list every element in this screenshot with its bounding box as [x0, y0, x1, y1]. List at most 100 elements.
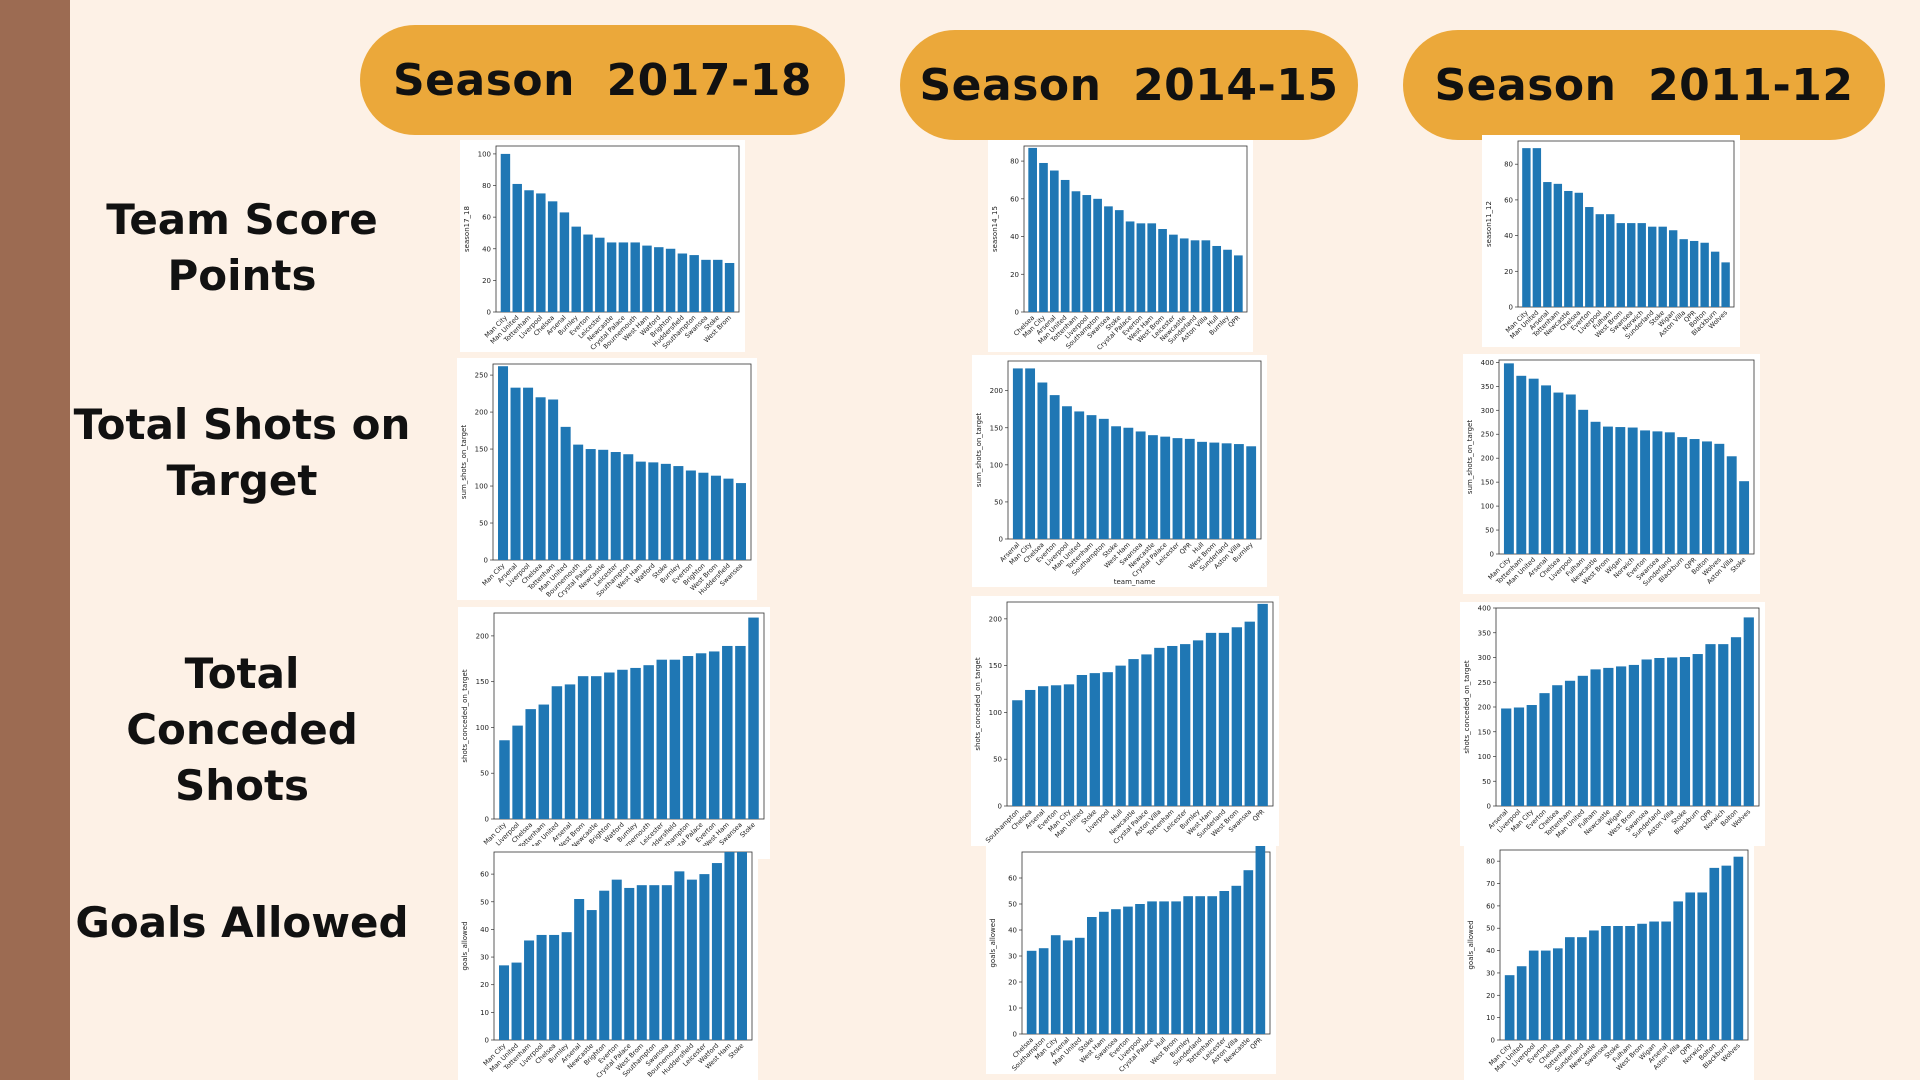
bar — [1602, 426, 1613, 554]
bar — [661, 885, 672, 1040]
bar — [1637, 923, 1647, 1040]
row-label-goals-allowed: Goals Allowed — [72, 895, 412, 951]
y-tick-label: 40 — [1008, 927, 1017, 935]
bar — [1243, 870, 1254, 1034]
bar — [511, 962, 522, 1040]
bar — [1522, 148, 1531, 307]
bar — [1012, 368, 1023, 539]
y-tick-label: 40 — [1486, 947, 1495, 955]
bar — [1114, 210, 1124, 312]
bar — [1718, 644, 1729, 806]
bar — [586, 910, 597, 1040]
bar — [1606, 214, 1615, 307]
bar — [1590, 421, 1601, 554]
bar — [1218, 632, 1230, 806]
y-tick-label: 0 — [485, 1037, 489, 1045]
bar — [1516, 966, 1527, 1040]
y-tick-label: 0 — [484, 557, 488, 565]
bar — [1730, 637, 1742, 806]
bar — [1147, 223, 1157, 312]
bar — [1714, 443, 1725, 554]
bar — [538, 704, 550, 819]
bar — [1071, 191, 1081, 312]
y-tick-label: 0 — [998, 803, 1002, 811]
y-tick-label: 100 — [990, 461, 1003, 469]
plot-frame — [492, 363, 752, 561]
chart-goals-allowed-2011-12: 0 10 20 30 40 50 60 70 80 goals_allowed Man City Ma… — [1464, 844, 1754, 1080]
bar — [1652, 431, 1663, 554]
bar — [1082, 195, 1092, 312]
y-tick-label: 50 — [480, 770, 489, 778]
bar — [1565, 937, 1575, 1040]
bar — [536, 934, 547, 1040]
y-tick-label: 60 — [1486, 902, 1495, 910]
bar — [1689, 439, 1700, 554]
y-axis-label: sum_shots_on_target — [460, 425, 468, 499]
bar — [1627, 223, 1636, 307]
y-tick-label: 100 — [475, 483, 488, 491]
bar — [500, 153, 511, 312]
bar — [1087, 917, 1097, 1034]
bar — [499, 965, 510, 1040]
bar — [1231, 627, 1243, 806]
bar — [1089, 673, 1100, 806]
bar — [1219, 891, 1230, 1034]
bar — [710, 475, 721, 560]
bar — [1553, 183, 1563, 307]
bar — [1501, 708, 1512, 806]
bar — [1171, 901, 1181, 1034]
y-tick-label: 0 — [999, 536, 1003, 544]
y-tick-label: 0 — [1015, 309, 1019, 317]
bar — [1673, 901, 1683, 1040]
y-axis-label: goals_allowed — [989, 918, 997, 967]
bar — [624, 887, 635, 1040]
row-label-goals-line1: Goals Allowed — [75, 898, 409, 947]
chart-shots-on-target-2014-15: 0 50 100 150 200 sum_shots_on_target Arsenal Ma… — [972, 355, 1267, 587]
y-tick-label: 10 — [480, 1009, 489, 1017]
row-label-shots-line2: Target — [166, 456, 318, 505]
bar — [1615, 427, 1626, 554]
bar — [1700, 242, 1709, 307]
bar — [1733, 856, 1744, 1040]
y-tick-label: 100 — [1481, 503, 1494, 511]
bar — [1692, 654, 1703, 806]
bar — [583, 234, 593, 312]
y-tick-label: 20 — [482, 277, 491, 285]
bar — [1123, 906, 1133, 1034]
bar — [1255, 846, 1266, 1034]
y-tick-label: 60 — [1010, 195, 1019, 203]
chart-svg: 0 50 100 150 200 250 300 350 400 shots_conceded_o… — [1463, 605, 1760, 840]
row-label-conceded-line2: Shots — [174, 761, 310, 810]
y-axis-label: shots_conceded_on_target — [461, 669, 469, 762]
bar — [1654, 657, 1665, 806]
y-tick-label: 40 — [1010, 233, 1019, 241]
y-axis-label: season17_18 — [463, 206, 471, 252]
y-axis-label: shots_conceded_on_target — [974, 657, 982, 750]
bar — [1028, 147, 1037, 312]
bar — [701, 259, 711, 312]
y-tick-label: 30 — [480, 954, 489, 962]
chart-points-2014-15: 0 20 40 60 80 season14_15 Chelsea Man City Arsen… — [988, 140, 1253, 352]
bar — [536, 193, 546, 312]
bar — [499, 740, 510, 819]
bar — [1025, 368, 1036, 539]
y-tick-label: 0 — [1491, 1037, 1495, 1045]
y-tick-label: 20 — [1486, 992, 1495, 1000]
y-tick-label: 50 — [1485, 527, 1494, 535]
bar — [724, 262, 735, 312]
y-tick-label: 400 — [1478, 605, 1491, 613]
bar — [1543, 182, 1552, 307]
bar — [1038, 948, 1049, 1034]
y-tick-label: 60 — [1008, 875, 1017, 883]
bar — [1135, 904, 1145, 1034]
bar — [617, 669, 628, 819]
y-tick-label: 30 — [1486, 969, 1495, 977]
bar — [1616, 223, 1625, 307]
x-tick-label: QPR — [1251, 807, 1267, 823]
bar — [1111, 909, 1121, 1034]
bar — [1726, 456, 1737, 554]
bar — [1552, 685, 1563, 806]
row-label-points-line1: Team Score — [106, 195, 378, 244]
